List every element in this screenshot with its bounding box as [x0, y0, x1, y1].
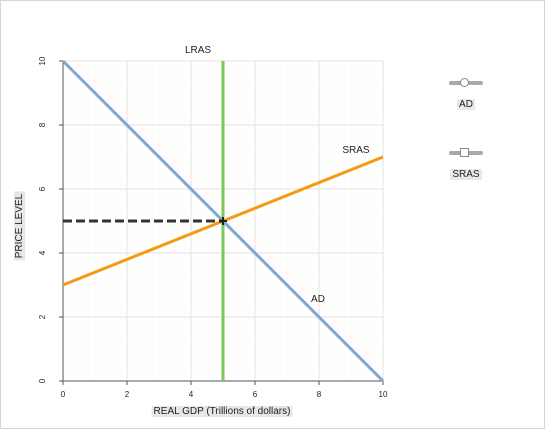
- y-axis-title: PRICE LEVEL: [14, 193, 25, 258]
- y-tick-label-5: 10: [38, 56, 47, 65]
- circle-marker-icon: [460, 78, 469, 87]
- legend-label-ad: AD: [457, 99, 475, 110]
- x-axis-title-bg: [151, 406, 293, 417]
- curve-label-sras: SRAS: [342, 145, 370, 156]
- x-tick-label-2: 4: [189, 390, 194, 399]
- x-tick-label-1: 2: [125, 390, 130, 399]
- y-tick-label-3: 6: [38, 186, 47, 191]
- square-marker-icon: [460, 148, 469, 157]
- curve-label-ad: AD: [311, 294, 325, 305]
- y-tick-label-0: 0: [38, 378, 47, 383]
- legend-item-sras[interactable]: SRAS: [436, 140, 496, 190]
- legend-label-sras: SRAS: [450, 169, 482, 180]
- x-tick-label-3: 6: [253, 390, 258, 399]
- y-tick-label-1: 2: [38, 314, 47, 319]
- legend-item-ad[interactable]: AD: [436, 70, 496, 120]
- labels-layer: 0 2 4 6 8 10 0 2 4 6 8 10 REAL GDP (Trillions of dol…: [14, 45, 388, 417]
- curve-label-lras: LRAS: [185, 45, 211, 56]
- y-tick-label-2: 4: [38, 250, 47, 255]
- x-tick-label-4: 8: [317, 390, 322, 399]
- y-axis-title-bg: [14, 191, 25, 261]
- x-tick-label-0: 0: [61, 390, 66, 399]
- x-axis-title: REAL GDP (Trillions of dollars): [154, 406, 291, 417]
- series-layer: [61, 59, 385, 383]
- x-tick-label-5: 10: [379, 390, 388, 399]
- y-tick-label-4: 8: [38, 122, 47, 127]
